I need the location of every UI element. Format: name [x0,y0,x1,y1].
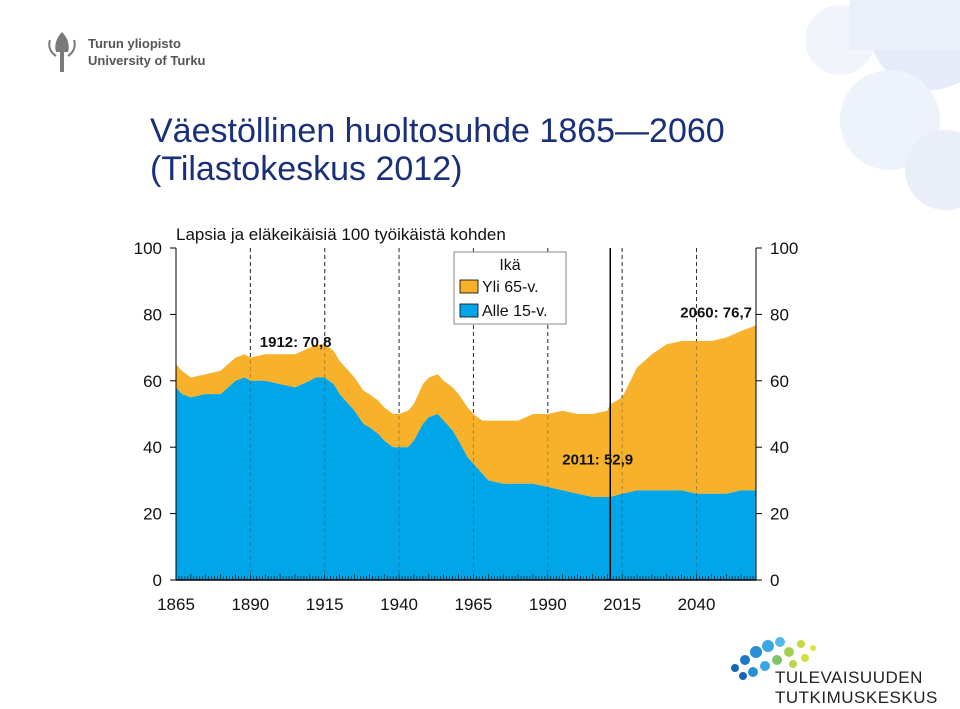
x-tick-label: 1990 [529,595,567,614]
university-name-en: University of Turku [88,53,206,68]
x-tick-label: 2040 [678,595,716,614]
university-name-fi: Turun yliopisto [88,36,181,51]
x-tick-label: 1965 [455,595,493,614]
annotation-label: 2060: 76,7 [680,304,752,321]
y-tick-label-right: 100 [770,239,798,258]
legend-title: Ikä [499,257,520,274]
y-tick-label-right: 20 [770,505,789,524]
dependency-ratio-chart: Lapsia ja eläkeikäisiä 100 työikäistä ko… [120,222,810,617]
y-tick-label-left: 80 [143,305,162,324]
futures-research-centre-name: TULEVAISUUDEN TUTKIMUSKESKUS [775,668,938,708]
y-tick-label-right: 80 [770,305,789,324]
futures-research-centre-logo-icon [731,637,816,680]
annotation-label: 1912: 70,8 [260,334,332,351]
legend-label-over65: Yli 65-v. [482,279,539,296]
annotation-label: 2011: 52,9 [562,451,633,468]
y-tick-label-left: 0 [153,571,162,590]
legend-label-under15: Alle 15-v. [482,303,548,320]
x-tick-label: 1890 [231,595,269,614]
slide-title-line2: (Tilastokeskus 2012) [150,150,463,188]
y-tick-label-left: 100 [134,239,162,258]
centre-name-line2: TUTKIMUSKESKUS [775,688,938,707]
chart-svg: Lapsia ja eläkeikäisiä 100 työikäistä ko… [120,222,810,617]
slide-title: Väestöllinen huoltosuhde 1865—2060 (Tila… [150,112,725,188]
y-tick-label-left: 40 [143,438,162,457]
x-tick-label: 1940 [380,595,418,614]
torch-emblem-icon [48,32,76,72]
centre-name-line1: TULEVAISUUDEN [775,668,923,687]
chart-title: Lapsia ja eläkeikäisiä 100 työikäistä ko… [176,225,506,244]
y-tick-label-right: 60 [770,372,789,391]
decorative-background [805,0,960,210]
y-tick-label-right: 40 [770,438,789,457]
legend-swatch-over65 [459,279,479,294]
y-tick-label-right: 0 [770,571,779,590]
y-tick-label-left: 20 [143,505,162,524]
x-tick-label: 2015 [603,595,641,614]
x-tick-label: 1865 [157,595,195,614]
legend-swatch-under15 [459,303,479,318]
y-tick-label-left: 60 [143,372,162,391]
slide-title-line1: Väestöllinen huoltosuhde 1865—2060 [150,112,725,150]
university-logo: Turun yliopisto University of Turku [46,30,206,74]
x-tick-label: 1915 [306,595,344,614]
